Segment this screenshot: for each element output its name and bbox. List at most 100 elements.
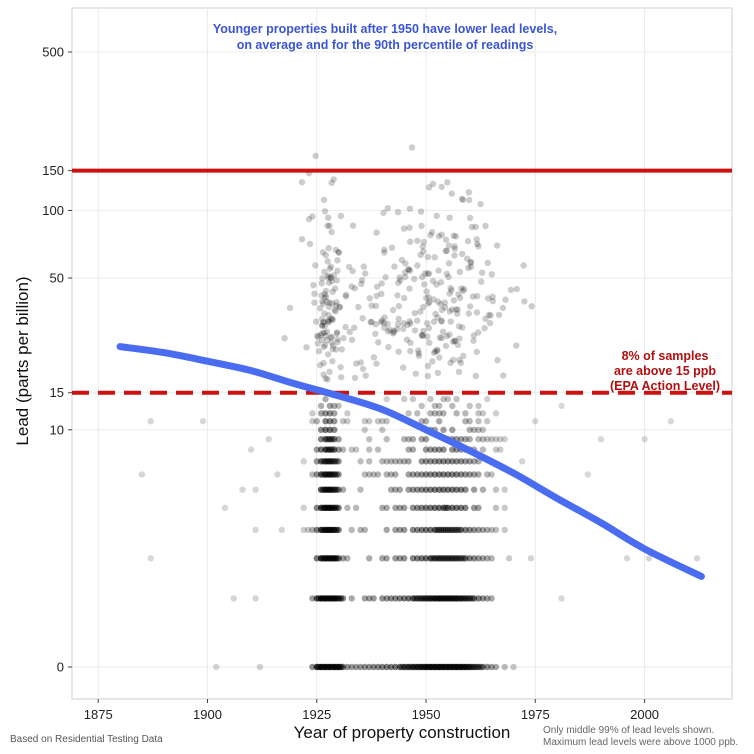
data-point <box>405 266 412 273</box>
data-point <box>456 335 463 342</box>
data-point <box>440 526 447 534</box>
data-point <box>466 214 474 222</box>
data-point <box>401 555 408 562</box>
data-point <box>485 311 493 319</box>
data-point <box>309 663 316 671</box>
data-point <box>396 486 403 493</box>
data-point <box>449 338 457 345</box>
data-point <box>317 458 325 465</box>
data-point <box>338 374 345 381</box>
data-point <box>327 263 335 270</box>
data-point <box>331 410 338 417</box>
data-point <box>312 262 319 269</box>
data-point <box>693 555 701 562</box>
data-point <box>138 471 146 478</box>
data-point <box>427 486 434 493</box>
x-tick-label: 1975 <box>521 707 550 722</box>
data-point <box>431 526 438 534</box>
data-point <box>507 286 515 294</box>
data-point <box>417 308 424 315</box>
data-point <box>355 303 362 311</box>
data-point <box>405 471 412 478</box>
data-point <box>329 342 337 349</box>
data-point <box>437 300 444 308</box>
data-point <box>482 222 489 230</box>
data-point <box>429 358 436 365</box>
data-point <box>328 339 335 346</box>
data-point <box>321 322 328 330</box>
data-point <box>451 252 458 259</box>
data-point <box>342 323 349 331</box>
data-point <box>478 269 486 276</box>
data-point <box>466 471 473 478</box>
data-point <box>339 486 347 493</box>
data-point <box>384 205 391 212</box>
data-point <box>435 267 442 274</box>
data-point <box>320 319 327 326</box>
data-point <box>430 318 438 325</box>
data-point <box>433 281 440 288</box>
data-point <box>440 426 447 433</box>
data-point <box>453 471 460 478</box>
data-point <box>408 144 416 151</box>
data-point <box>453 526 460 534</box>
data-point <box>401 663 408 671</box>
data-point <box>317 410 325 417</box>
data-point <box>418 458 425 465</box>
data-point <box>322 332 329 339</box>
data-point <box>445 242 452 249</box>
data-point <box>406 285 413 292</box>
data-point <box>306 240 314 248</box>
data-point <box>339 446 347 453</box>
data-point <box>322 375 329 382</box>
data-range-note: Only middle 99% of lead levels shown. Ma… <box>543 725 738 749</box>
data-point <box>443 270 450 277</box>
data-point <box>321 310 328 317</box>
data-point <box>470 332 477 339</box>
data-point <box>333 458 340 465</box>
data-point <box>352 504 360 511</box>
data-point <box>325 312 332 319</box>
data-point <box>230 595 237 602</box>
data-point <box>331 402 338 410</box>
data-point <box>473 309 481 316</box>
data-point <box>397 277 404 284</box>
data-point <box>335 436 342 443</box>
data-point <box>427 446 434 453</box>
data-point <box>407 238 414 245</box>
data-point <box>359 315 366 322</box>
data-point <box>370 595 377 602</box>
data-point <box>372 302 380 310</box>
data-point <box>477 200 484 208</box>
data-point <box>488 526 495 534</box>
y-tick-label: 50 <box>50 271 64 286</box>
data-point <box>331 285 339 292</box>
data-point <box>359 365 367 372</box>
data-point <box>401 436 408 443</box>
data-point <box>421 270 429 277</box>
data-point <box>383 504 390 511</box>
data-point <box>414 486 421 493</box>
data-point <box>396 504 403 511</box>
data-point <box>457 555 465 562</box>
data-point <box>309 526 316 534</box>
data-point <box>428 229 436 236</box>
data-point <box>351 324 358 331</box>
data-point <box>414 262 421 269</box>
data-point <box>409 555 417 562</box>
data-point <box>387 595 395 602</box>
data-range-note-line-2: Maximum lead levels were above 1000 ppb. <box>543 737 739 748</box>
data-point <box>425 270 433 277</box>
data-point <box>351 374 359 382</box>
data-point <box>392 471 399 478</box>
data-point <box>348 663 355 671</box>
data-point <box>457 526 465 534</box>
data-point <box>449 402 456 410</box>
data-point <box>309 471 316 478</box>
data-point <box>319 329 326 337</box>
data-point <box>400 225 408 232</box>
data-point <box>422 504 430 511</box>
data-point <box>415 352 423 360</box>
data-point <box>396 274 403 281</box>
data-point <box>453 458 460 465</box>
